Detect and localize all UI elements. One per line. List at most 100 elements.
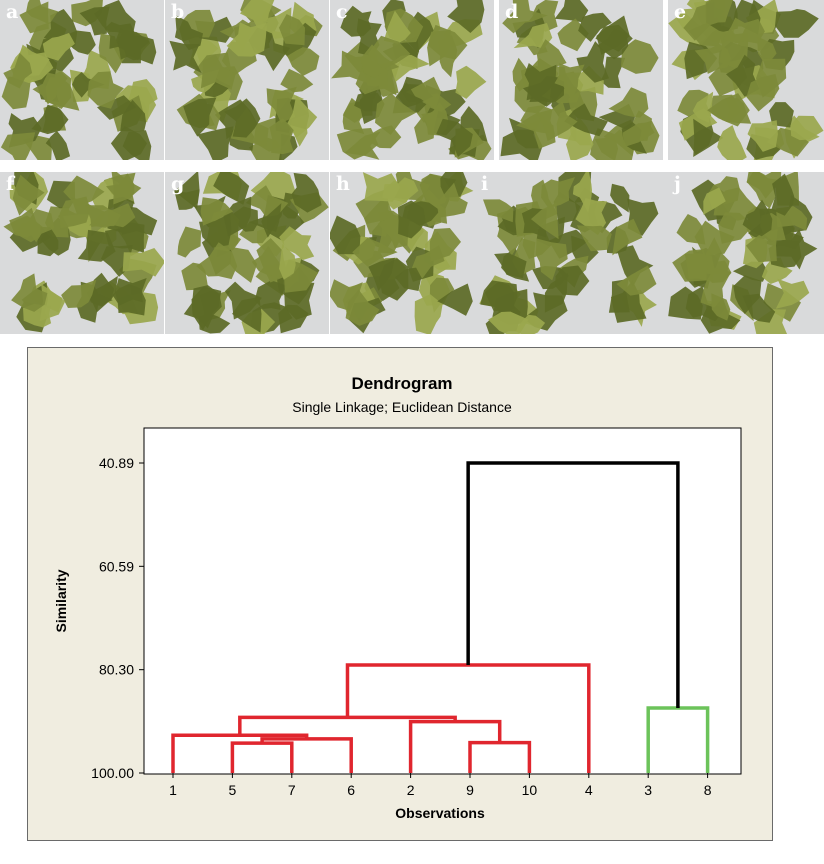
leaf-fragment bbox=[722, 17, 765, 44]
y-tick-label: 80.30 bbox=[99, 662, 134, 678]
leaf-fragment bbox=[352, 237, 398, 267]
leaf-fragment bbox=[36, 226, 59, 257]
leaf-fragment bbox=[98, 33, 130, 74]
leaf-texture bbox=[331, 0, 492, 160]
leaf-fragment bbox=[437, 283, 473, 316]
leaf-photo: c bbox=[330, 0, 494, 160]
leaf-fragment bbox=[266, 86, 297, 123]
leaf-fragment bbox=[45, 130, 71, 160]
leaf-fragment bbox=[564, 103, 608, 137]
chart-subtitle: Single Linkage; Euclidean Distance bbox=[292, 399, 512, 415]
leaf-fragment bbox=[761, 257, 793, 284]
photo-label: i bbox=[481, 173, 489, 195]
leaf-fragment bbox=[700, 237, 730, 275]
leaf-fragment bbox=[616, 265, 657, 296]
leaf-fragment bbox=[753, 309, 788, 334]
leaf-fragment bbox=[488, 311, 529, 334]
leaf-fragment bbox=[703, 187, 726, 215]
leaf-texture bbox=[0, 0, 158, 160]
leaf-fragment bbox=[61, 279, 97, 308]
leaf-fragment bbox=[269, 118, 294, 155]
leaf-fragment bbox=[756, 58, 787, 98]
leaf-fragment bbox=[746, 172, 777, 209]
leaf-fragment bbox=[621, 39, 659, 74]
y-tick-label: 100.00 bbox=[91, 765, 134, 781]
leaf-fragment bbox=[232, 296, 262, 333]
photo-label: f bbox=[6, 173, 15, 195]
leaf-fragment bbox=[732, 261, 768, 282]
photo-label: j bbox=[674, 173, 681, 195]
leaf-fragment bbox=[251, 245, 284, 278]
leaf-fragment bbox=[775, 9, 819, 38]
leaf-texture bbox=[668, 0, 824, 160]
leaf-fragment bbox=[240, 0, 275, 33]
leaf-fragment bbox=[747, 120, 778, 152]
leaf-fragment bbox=[414, 294, 443, 334]
leaf-fragment bbox=[405, 76, 441, 111]
leaf-fragment bbox=[72, 72, 105, 98]
leaf-fragment bbox=[571, 235, 599, 264]
x-tick-label: 9 bbox=[466, 782, 474, 798]
photo-label: g bbox=[171, 173, 185, 195]
leaf-photo: j bbox=[668, 172, 824, 334]
leaf-fragment bbox=[572, 172, 592, 213]
leaf-fragment bbox=[524, 63, 557, 101]
leaf-fragment bbox=[502, 0, 548, 34]
leaf-fragment bbox=[213, 172, 250, 205]
leaf-fragment bbox=[578, 12, 612, 42]
leaf-fragment bbox=[790, 115, 824, 141]
leaf-fragment bbox=[700, 267, 732, 308]
leaf-fragment bbox=[330, 279, 363, 311]
leaf-fragment bbox=[26, 0, 59, 25]
leaf-fragment bbox=[436, 182, 468, 218]
leaf-fragment bbox=[707, 93, 750, 127]
leaf-photo: b bbox=[165, 0, 329, 160]
y-tick-label: 60.59 bbox=[99, 558, 134, 574]
leaf-fragment bbox=[105, 222, 145, 253]
leaf-fragment bbox=[414, 107, 439, 144]
leaf-fragment bbox=[31, 104, 69, 135]
dendrogram-link bbox=[230, 741, 294, 773]
leaf-photo: h bbox=[330, 172, 475, 334]
leaf-fragment bbox=[536, 101, 578, 142]
leaf-fragment bbox=[280, 68, 314, 93]
photo-label: h bbox=[336, 173, 350, 195]
photo-label: d bbox=[505, 1, 519, 23]
leaf-fragment bbox=[427, 24, 468, 60]
x-tick-label: 8 bbox=[704, 782, 712, 798]
x-tick-label: 1 bbox=[169, 782, 177, 798]
leaf-texture bbox=[668, 172, 818, 334]
leaf-fragment bbox=[120, 99, 147, 132]
leaf-fragment bbox=[32, 72, 62, 105]
leaf-fragment bbox=[183, 285, 222, 329]
leaf-photo: g bbox=[165, 172, 329, 334]
leaf-fragment bbox=[483, 199, 514, 223]
leaf-fragment bbox=[279, 226, 315, 260]
leaf-fragment bbox=[111, 172, 142, 205]
leaf-fragment bbox=[757, 36, 777, 61]
leaf-fragment bbox=[97, 95, 137, 120]
leaf-fragment bbox=[616, 245, 654, 287]
leaf-fragment bbox=[287, 95, 318, 138]
leaf-fragment bbox=[485, 281, 515, 312]
leaf-fragment bbox=[336, 128, 379, 160]
leaf-fragment bbox=[455, 65, 487, 99]
chart-title: Dendrogram bbox=[351, 374, 452, 393]
leaf-texture bbox=[330, 172, 474, 334]
leaf-fragment bbox=[362, 172, 401, 202]
leaf-fragment bbox=[513, 23, 553, 49]
leaf-fragment bbox=[1, 76, 32, 110]
leaf-fragment bbox=[692, 91, 714, 123]
leaf-fragment bbox=[554, 63, 585, 101]
leaf-fragment bbox=[554, 0, 589, 23]
leaf-fragment bbox=[200, 197, 234, 226]
leaf-photo: f bbox=[0, 172, 164, 334]
leaf-fragment bbox=[597, 28, 629, 60]
leaf-fragment bbox=[229, 246, 258, 283]
leaf-fragment bbox=[535, 238, 568, 281]
leaf-fragment bbox=[389, 54, 430, 82]
leaf-fragment bbox=[608, 87, 649, 118]
leaf-fragment bbox=[447, 0, 485, 33]
leaf-fragment bbox=[576, 225, 612, 252]
leaf-fragment bbox=[12, 174, 45, 216]
